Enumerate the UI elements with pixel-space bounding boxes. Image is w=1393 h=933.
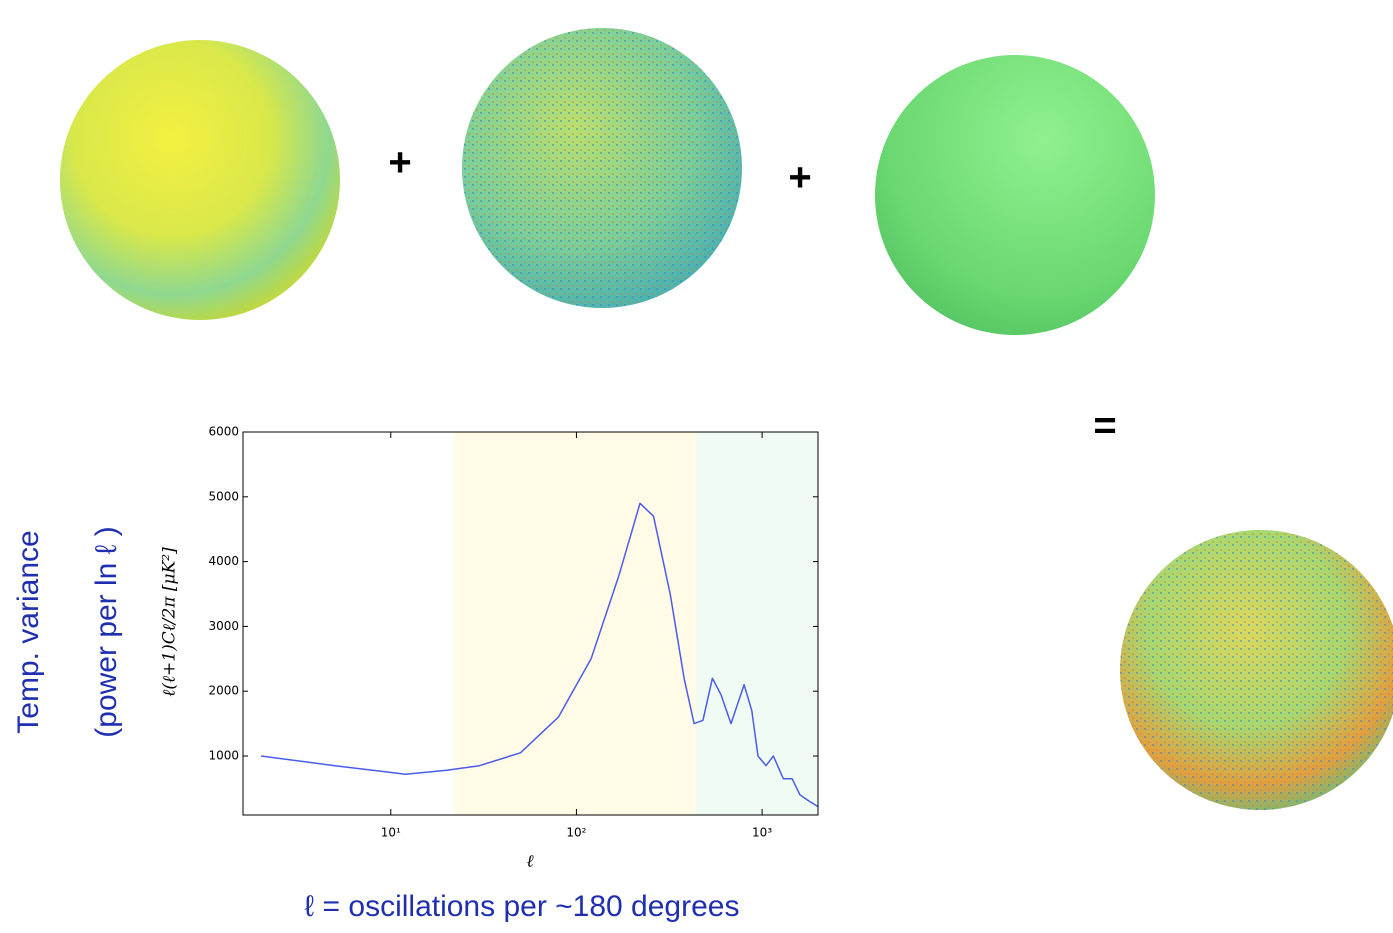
x-tick-label: 10¹ — [381, 826, 401, 840]
sphere — [60, 40, 340, 320]
y-tick-label: 5000 — [208, 489, 239, 503]
sphere-texture — [1120, 530, 1393, 810]
shaded-region — [454, 432, 696, 815]
x-axis-label: ℓ — [526, 852, 533, 872]
y-tick-label: 3000 — [208, 619, 239, 633]
sphere-texture — [462, 28, 742, 308]
sphere — [875, 55, 1155, 335]
x-tick-label: 10² — [566, 826, 586, 840]
y-tick-label: 6000 — [208, 425, 239, 439]
operator: = — [1093, 404, 1116, 448]
plot: 1000 2000 3000 4000 5000 6000 10¹ 10² 10³ — [208, 425, 818, 840]
y-tick-label: 1000 — [208, 749, 239, 763]
y-axis-label: ℓ(ℓ+1)Cℓ/2π [μK²] — [160, 547, 180, 697]
side-label: Temp. variance — [12, 530, 45, 733]
slide: + + = Temp. variance (power per ln ℓ ) ℓ… — [0, 0, 1393, 933]
operator: + — [388, 141, 411, 185]
y-tick-label: 4000 — [208, 554, 239, 568]
y-tick-label: 2000 — [208, 684, 239, 698]
side-label: (power per ln ℓ ) — [90, 526, 123, 737]
caption: ℓ = oscillations per ~180 degrees — [305, 890, 740, 923]
x-tick-label: 10³ — [752, 826, 772, 840]
operator: + — [788, 156, 811, 200]
shaded-region — [696, 432, 818, 815]
